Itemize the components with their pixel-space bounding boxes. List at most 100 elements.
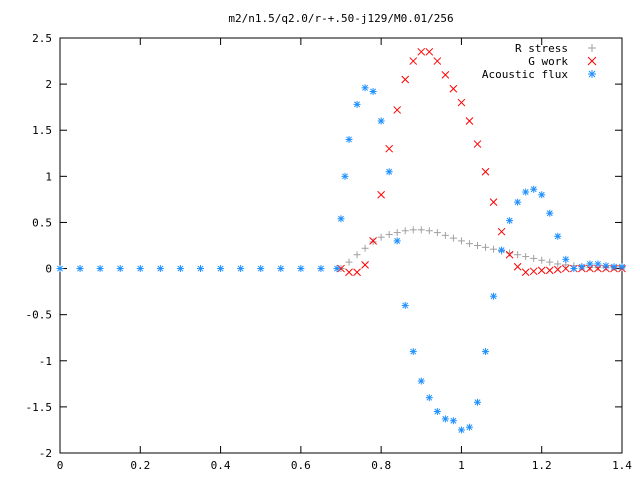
data-point bbox=[538, 191, 546, 199]
marker-stroke bbox=[521, 268, 530, 277]
data-point bbox=[369, 87, 377, 95]
marker-stroke bbox=[354, 101, 361, 108]
series-2 bbox=[337, 47, 626, 277]
data-point bbox=[393, 106, 402, 114]
data-point bbox=[505, 250, 514, 259]
marker-stroke bbox=[434, 408, 441, 415]
x-tick-label: 0.2 bbox=[130, 459, 150, 472]
data-point bbox=[393, 237, 401, 245]
marker-stroke bbox=[433, 57, 442, 65]
data-point bbox=[578, 263, 586, 271]
data-point bbox=[610, 263, 618, 271]
y-tick-label: -0.5 bbox=[26, 309, 53, 322]
data-point bbox=[473, 140, 482, 148]
data-point bbox=[602, 262, 610, 270]
data-point bbox=[197, 265, 204, 273]
marker-stroke bbox=[522, 189, 529, 195]
marker-stroke bbox=[345, 268, 353, 277]
marker-stroke bbox=[497, 227, 506, 236]
marker-stroke bbox=[505, 250, 514, 259]
marker-stroke bbox=[441, 71, 450, 79]
data-point bbox=[465, 117, 474, 125]
data-point bbox=[490, 245, 498, 253]
data-point bbox=[489, 198, 498, 207]
data-point bbox=[76, 265, 84, 273]
data-point bbox=[554, 232, 562, 240]
marker-stroke bbox=[369, 237, 377, 245]
data-point bbox=[297, 265, 305, 273]
data-point bbox=[546, 258, 554, 266]
marker-stroke bbox=[530, 186, 537, 193]
marker-stroke bbox=[466, 424, 473, 431]
x-axis: 0 0.2 0.4 0.6 0.8 1 1.2 1.4 bbox=[57, 38, 632, 472]
data-point bbox=[176, 265, 184, 273]
data-point bbox=[457, 426, 465, 434]
legend-marker bbox=[587, 56, 597, 66]
marker-stroke bbox=[377, 190, 385, 199]
series-3 bbox=[56, 84, 626, 434]
data-point bbox=[277, 265, 285, 273]
data-point bbox=[353, 268, 361, 277]
data-point bbox=[514, 251, 522, 259]
data-point bbox=[433, 408, 441, 415]
legend-label: G work bbox=[528, 55, 568, 68]
data-point bbox=[473, 398, 481, 406]
marker-stroke bbox=[257, 265, 264, 272]
x-tick-label: 0.8 bbox=[371, 459, 391, 472]
marker-stroke bbox=[442, 415, 449, 422]
data-point bbox=[96, 265, 104, 273]
marker-stroke bbox=[177, 265, 184, 272]
data-point bbox=[554, 260, 562, 268]
marker-stroke bbox=[137, 265, 144, 272]
data-point bbox=[369, 237, 377, 245]
marker-stroke bbox=[385, 144, 394, 153]
marker-stroke bbox=[57, 265, 63, 272]
marker-stroke bbox=[197, 265, 204, 272]
marker-stroke bbox=[378, 118, 385, 124]
data-point bbox=[409, 226, 417, 234]
marker-stroke bbox=[297, 265, 304, 272]
x-tick-label: 0.4 bbox=[211, 459, 231, 472]
marker-stroke bbox=[410, 348, 417, 355]
marker-stroke bbox=[594, 260, 601, 267]
marker-stroke bbox=[546, 210, 553, 217]
marker-stroke bbox=[602, 262, 609, 269]
marker-stroke bbox=[317, 265, 324, 272]
legend-marker bbox=[588, 70, 596, 78]
data-point bbox=[538, 256, 546, 264]
x-tick-label: 1 bbox=[458, 459, 465, 472]
marker-stroke bbox=[562, 256, 569, 263]
y-tick-label: 2.5 bbox=[32, 32, 52, 45]
marker-stroke bbox=[588, 70, 596, 78]
data-point bbox=[425, 394, 433, 402]
y-tick-label: -1.5 bbox=[26, 401, 53, 414]
data-point bbox=[441, 415, 449, 423]
data-point bbox=[506, 217, 514, 225]
data-point bbox=[257, 265, 265, 273]
data-point bbox=[553, 265, 562, 274]
data-point bbox=[465, 423, 473, 431]
data-point bbox=[441, 231, 449, 239]
data-point bbox=[345, 135, 353, 143]
data-point bbox=[530, 185, 538, 193]
marker-stroke bbox=[117, 265, 124, 272]
marker-stroke bbox=[157, 265, 164, 272]
data-point bbox=[385, 230, 393, 238]
marker-stroke bbox=[386, 168, 393, 175]
marker-stroke bbox=[425, 47, 434, 56]
x-tick-label: 1.2 bbox=[532, 459, 552, 472]
legend-label: R stress bbox=[515, 42, 568, 55]
data-point bbox=[441, 71, 450, 79]
marker-stroke bbox=[481, 167, 490, 176]
y-tick-label: -2 bbox=[39, 447, 52, 460]
marker-stroke bbox=[334, 265, 340, 272]
marker-stroke bbox=[489, 198, 498, 207]
marker-stroke bbox=[465, 117, 474, 125]
marker-stroke bbox=[338, 215, 344, 222]
data-point bbox=[482, 348, 490, 356]
marker-stroke bbox=[418, 378, 425, 385]
marker-stroke bbox=[409, 57, 418, 65]
data-point bbox=[401, 301, 409, 309]
marker-stroke bbox=[217, 265, 224, 272]
